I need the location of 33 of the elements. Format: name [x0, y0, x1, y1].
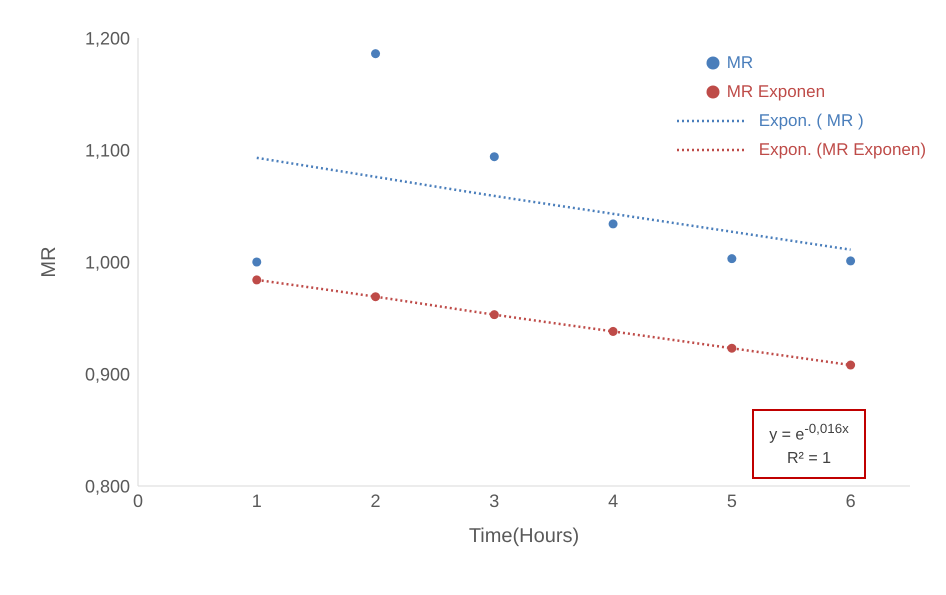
point [608, 326, 618, 336]
x-axis-title: Time(Hours) [468, 525, 580, 547]
y-tick-label: 1,000 [84, 252, 130, 272]
x-tick-label: 6 [846, 490, 856, 511]
x-tick-label: 3 [489, 490, 500, 511]
point [608, 219, 618, 228]
point [727, 254, 736, 264]
legend-label: MR Exponen [726, 82, 826, 102]
point [252, 257, 262, 267]
point [371, 49, 380, 58]
legend-label: MR [726, 52, 754, 72]
point [846, 256, 856, 266]
y-tick-label: 0,800 [84, 476, 130, 496]
point [727, 344, 736, 353]
y-tick-label: 1,200 [84, 28, 130, 48]
point [371, 292, 380, 302]
legend-label: Expon. (MR Exponen) [758, 140, 926, 160]
x-tick-label: 5 [726, 490, 737, 511]
y-axis-title: MR [38, 246, 60, 278]
y-tick-label: 1,100 [84, 140, 130, 160]
x-tick-label: 1 [252, 490, 262, 511]
annotation: y = e$^{-0,016x}$ [768, 420, 850, 446]
point [490, 152, 499, 162]
legend-label: Expon. ( MR ) [758, 110, 864, 130]
x-tick-label: 2 [370, 490, 381, 511]
y-tick-label: 0,900 [84, 364, 130, 384]
point [846, 360, 856, 370]
x-tick-label: 4 [608, 490, 618, 511]
point [252, 275, 262, 284]
annotation: R² = 1 [786, 449, 832, 470]
point [490, 310, 499, 320]
x-tick-label: 0 [132, 490, 144, 511]
line-series [256, 156, 852, 251]
